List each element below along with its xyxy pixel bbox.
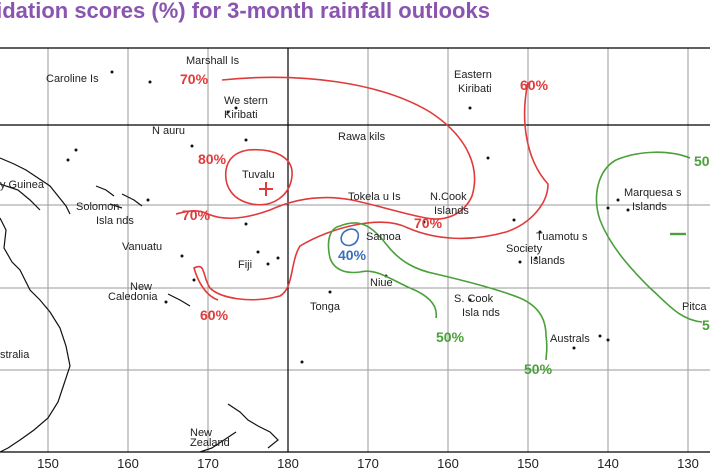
label-scook-1: S. Cook bbox=[454, 293, 494, 305]
contour-80 bbox=[224, 148, 293, 206]
score-60-northeast: 60% bbox=[520, 77, 549, 93]
tick-label: 160 bbox=[437, 456, 459, 471]
label-society-2: Islands bbox=[530, 255, 565, 267]
tick-label: 150 bbox=[517, 456, 539, 471]
score-70-east: 70% bbox=[414, 215, 443, 231]
label-tuamotu: Tuamotu s bbox=[536, 231, 588, 243]
tuvalu-cross bbox=[259, 182, 273, 196]
contour-50-east bbox=[595, 151, 703, 323]
newcal-coast bbox=[167, 293, 191, 307]
label-newcal-1: New bbox=[130, 281, 152, 293]
label-vanuatu: Vanuatu bbox=[122, 241, 162, 253]
contours-blue bbox=[340, 228, 360, 247]
label-tokelau: Tokela u Is bbox=[348, 191, 401, 203]
score-50-far-east: 5 bbox=[702, 317, 710, 333]
label-eastern: Eastern bbox=[454, 69, 492, 81]
label-scook-2: Isla nds bbox=[462, 307, 500, 319]
label-marshall: Marshall Is bbox=[186, 55, 240, 67]
label-pitcairn: Pitca bbox=[682, 301, 707, 313]
contour-50-west bbox=[327, 225, 438, 319]
label-nz-2: Zealand bbox=[190, 437, 230, 449]
label-solomon-1: Solomon bbox=[76, 201, 119, 213]
label-ncook-1: N.Cook bbox=[430, 191, 467, 203]
label-nz-1: New bbox=[190, 427, 212, 439]
tick-label: 140 bbox=[597, 456, 619, 471]
label-marquesas-1: Marquesa s bbox=[624, 187, 682, 199]
label-ncook-2: Islands bbox=[434, 205, 469, 217]
label-kiribati-east: Kiribati bbox=[458, 83, 492, 95]
label-niue: Niue bbox=[370, 277, 393, 289]
label-guinea: y Guinea bbox=[0, 179, 45, 191]
score-40: 40% bbox=[338, 247, 367, 263]
score-50-east: 50 bbox=[694, 153, 710, 169]
contours-green bbox=[327, 151, 703, 361]
score-70-north: 70% bbox=[180, 71, 209, 87]
tick-label: 180 bbox=[277, 456, 299, 471]
label-australs: Australs bbox=[550, 333, 590, 345]
tick-label: 150 bbox=[37, 456, 59, 471]
label-caroline: Caroline Is bbox=[46, 73, 99, 85]
label-fiji: Fiji bbox=[238, 259, 252, 271]
tick-label: 160 bbox=[117, 456, 139, 471]
australia-coast bbox=[0, 217, 71, 453]
map-title: lidation scores (%) for 3-month rainfall… bbox=[0, 0, 490, 23]
png-coast bbox=[0, 157, 71, 215]
label-australia: stralia bbox=[0, 349, 30, 361]
label-marquesas-2: Islands bbox=[632, 201, 667, 213]
label-western: We stern bbox=[224, 95, 268, 107]
score-60-south: 60% bbox=[200, 307, 229, 323]
tick-label: 170 bbox=[357, 456, 379, 471]
contour-40 bbox=[340, 228, 360, 247]
label-society-1: Society bbox=[506, 243, 543, 255]
tick-label: 130 bbox=[677, 456, 699, 471]
label-newcal-2: Caledonia bbox=[108, 291, 158, 303]
contour-60-east bbox=[193, 81, 549, 301]
landmasses bbox=[0, 157, 279, 453]
score-labels: 70% 60% 80% 70% 70% 40% 60% 50% 50% 50 5 bbox=[180, 71, 710, 377]
score-50-south: 50% bbox=[436, 329, 465, 345]
label-nauru: N auru bbox=[152, 125, 185, 137]
contour-70-main bbox=[175, 76, 476, 220]
score-50-southeast: 50% bbox=[524, 361, 553, 377]
score-80: 80% bbox=[198, 151, 227, 167]
newzealand-coast bbox=[199, 403, 279, 453]
place-labels: Marshall Is Caroline Is Eastern Kiribati… bbox=[0, 55, 707, 449]
tick-label: 170 bbox=[197, 456, 219, 471]
solomon-coast bbox=[95, 185, 143, 209]
contours-red bbox=[175, 76, 549, 301]
longitude-axis: 150 160 170 180 170 160 150 140 130 bbox=[37, 456, 699, 471]
label-solomon-2: Isla nds bbox=[96, 215, 134, 227]
label-samoa: Samoa bbox=[366, 231, 402, 243]
frame bbox=[0, 47, 710, 453]
score-70-west: 70% bbox=[182, 207, 211, 223]
label-tuvalu: Tuvalu bbox=[242, 169, 275, 181]
label-rawakils: Rawa kils bbox=[338, 131, 386, 143]
islands bbox=[66, 70, 630, 364]
label-kiribati-west: Kiribati bbox=[224, 109, 258, 121]
label-tonga: Tonga bbox=[310, 301, 341, 313]
contour-50-south bbox=[339, 222, 548, 361]
